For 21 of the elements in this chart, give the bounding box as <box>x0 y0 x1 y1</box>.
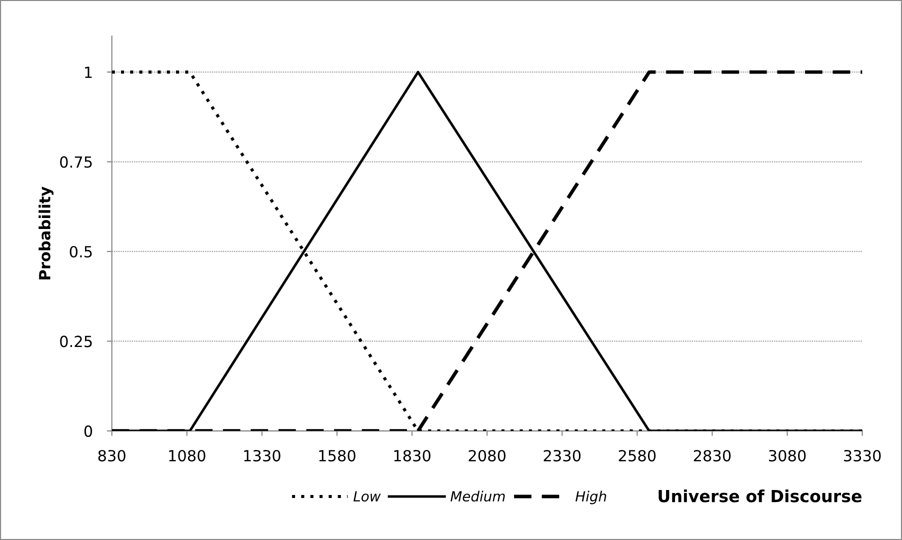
x-tick-label: 2330 <box>544 450 581 462</box>
y-tick-label: 0.5 <box>70 246 92 258</box>
x-tick-label: 2830 <box>694 450 731 462</box>
x-axis-title: Universe of Discourse <box>658 489 862 502</box>
x-tick-label: 1330 <box>244 450 280 462</box>
y-tick-label: 0 <box>84 425 92 437</box>
x-tick-label: 3330 <box>844 450 881 462</box>
y-tick-label: 0.75 <box>60 156 92 168</box>
x-tick-label: 2080 <box>468 450 506 462</box>
y-axis-title: Probability <box>38 186 54 280</box>
legend-label: Medium <box>450 490 505 502</box>
y-tick-label: 1 <box>85 66 92 78</box>
y-tick-label: 0.25 <box>60 336 92 348</box>
x-tick-label: 1830 <box>394 450 430 462</box>
x-tick-label: 830 <box>98 450 126 462</box>
x-tick-label: 1080 <box>169 450 206 462</box>
legend-label: High <box>576 490 606 504</box>
x-tick-label: 1580 <box>319 450 356 462</box>
x-tick-label: 3080 <box>768 450 806 462</box>
legend-label: Low <box>354 491 381 502</box>
x-tick-label: 2580 <box>618 450 656 462</box>
